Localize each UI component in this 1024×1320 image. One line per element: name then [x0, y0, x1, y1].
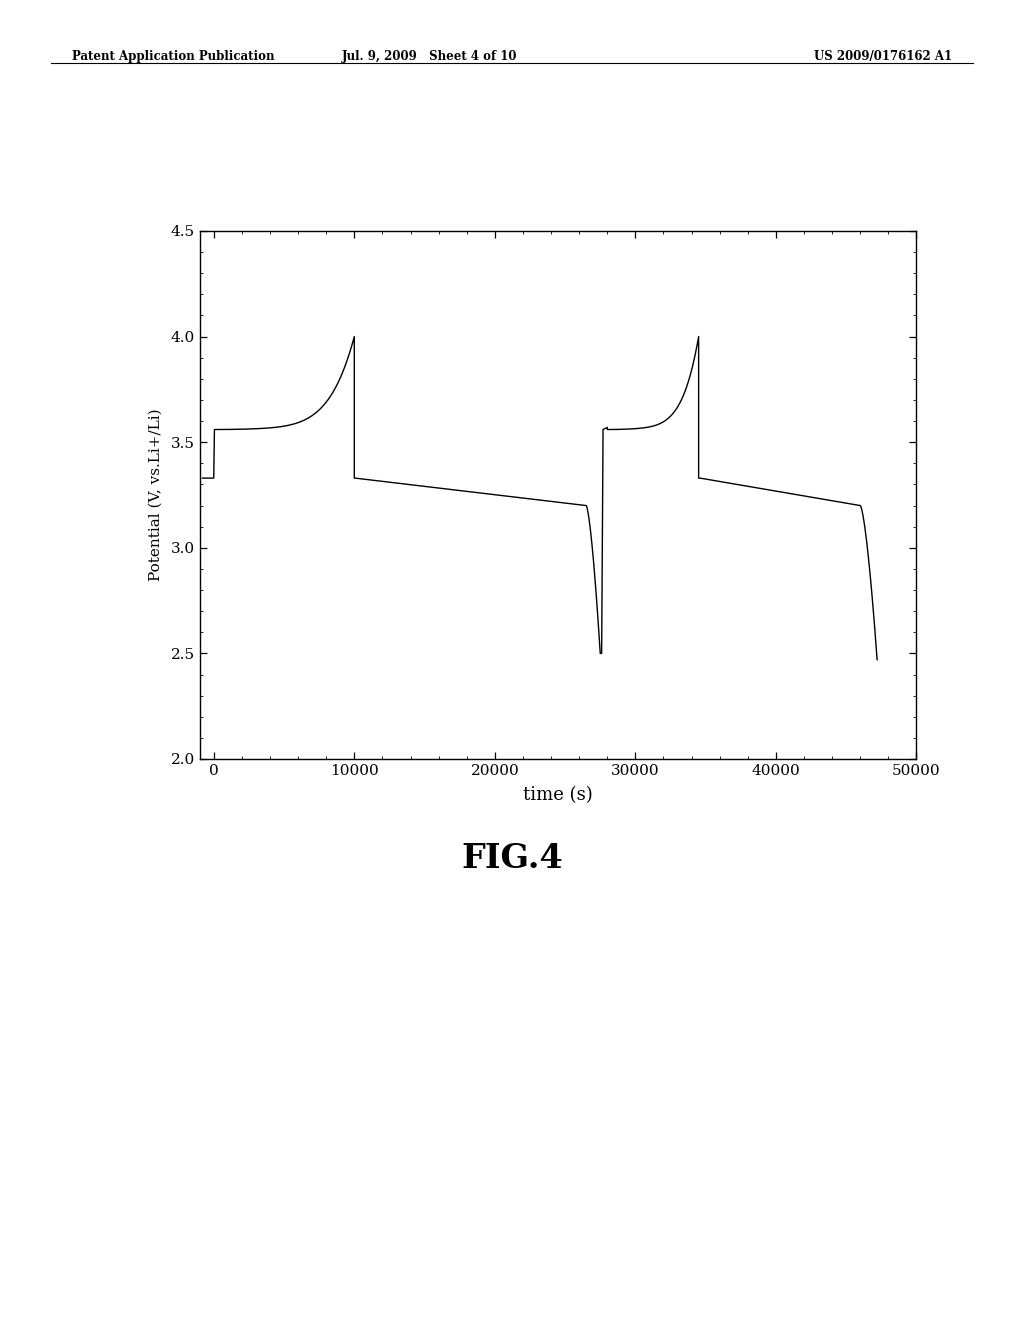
Text: Patent Application Publication: Patent Application Publication [72, 50, 274, 63]
Y-axis label: Potential (V, vs.Li+/Li): Potential (V, vs.Li+/Li) [148, 409, 162, 581]
Text: FIG.4: FIG.4 [461, 842, 563, 875]
X-axis label: time (s): time (s) [523, 787, 593, 804]
Text: Jul. 9, 2009   Sheet 4 of 10: Jul. 9, 2009 Sheet 4 of 10 [342, 50, 518, 63]
Text: US 2009/0176162 A1: US 2009/0176162 A1 [814, 50, 952, 63]
